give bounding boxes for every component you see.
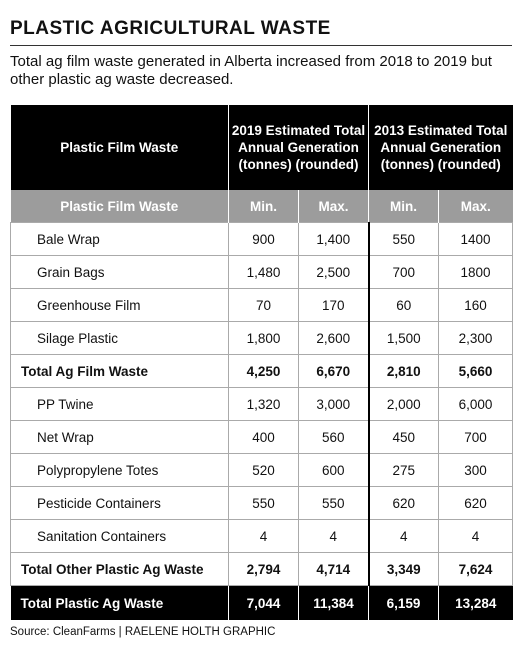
- item-row: Polypropylene Totes 520 600 275 300: [10, 453, 514, 487]
- subheader-row: Plastic Film Waste Min. Max. Min. Max.: [10, 190, 513, 223]
- row-label: Grain Bags: [10, 255, 229, 289]
- cell: 600: [297, 453, 370, 487]
- cell: 2,500: [297, 255, 370, 289]
- row-label: PP Twine: [10, 387, 229, 421]
- cell: 7,624: [438, 552, 514, 586]
- cell: 620: [438, 486, 514, 520]
- cell: 450: [367, 420, 440, 454]
- subheader-cell: Min.: [368, 190, 439, 223]
- cell: 1800: [438, 255, 514, 289]
- cell: 900: [228, 222, 299, 256]
- cell: 1,320: [228, 387, 299, 421]
- cell: 620: [367, 486, 440, 520]
- column-header: 2013 Estimated Total Annual Generation (…: [368, 105, 513, 190]
- header-row: Plastic Film Waste 2019 Estimated Total …: [10, 105, 513, 190]
- cell: 4: [367, 519, 440, 553]
- cell: 13,284: [438, 585, 513, 620]
- subheader-cell: Plastic Film Waste: [10, 190, 229, 223]
- cell: 3,349: [367, 552, 440, 586]
- cell: 1,500: [367, 321, 440, 355]
- total-row: Total Ag Film Waste 4,250 6,670 2,810 5,660: [10, 354, 514, 388]
- row-label: Total Other Plastic Ag Waste: [10, 552, 229, 586]
- subheader-cell: Max.: [297, 190, 369, 223]
- cell: 3,000: [297, 387, 370, 421]
- cell: 700: [367, 255, 440, 289]
- column-header: Plastic Film Waste: [10, 105, 229, 190]
- cell: 170: [297, 288, 370, 322]
- cell: 4,250: [228, 354, 299, 388]
- cell: 160: [438, 288, 514, 322]
- item-row: PP Twine 1,320 3,000 2,000 6,000: [10, 387, 514, 421]
- row-label: Sanitation Containers: [10, 519, 229, 553]
- cell: 4: [228, 519, 299, 553]
- column-header: 2019 Estimated Total Annual Generation (…: [227, 105, 369, 190]
- cell: 275: [367, 453, 440, 487]
- subtitle: Total ag film waste generated in Alberta…: [10, 53, 492, 88]
- title-rule: [10, 45, 512, 46]
- cell: 4: [297, 519, 370, 553]
- cell: 300: [438, 453, 514, 487]
- cell: 60: [367, 288, 440, 322]
- row-label: Greenhouse Film: [10, 288, 229, 322]
- cell: 560: [297, 420, 370, 454]
- cell: 2,794: [228, 552, 299, 586]
- item-row: Greenhouse Film 70 170 60 160: [10, 288, 514, 322]
- cell: 4: [438, 519, 514, 553]
- grand-total-row: Total Plastic Ag Waste 7,044 11,384 6,159 13…: [10, 585, 513, 620]
- subheader-cell: Max.: [438, 190, 513, 223]
- table-body: Bale Wrap 900 1,400 550 1400 Grain Bags 1,480 2…: [10, 222, 514, 620]
- cell: 550: [367, 222, 440, 256]
- row-label: Silage Plastic: [10, 321, 229, 355]
- waste-table: Plastic Film Waste 2019 Estimated Total …: [10, 105, 514, 620]
- cell: 7,044: [228, 585, 299, 620]
- row-label: Bale Wrap: [10, 222, 229, 256]
- cell: 6,000: [438, 387, 514, 421]
- cell: 11,384: [297, 585, 369, 620]
- row-label: Total Ag Film Waste: [10, 354, 229, 388]
- cell: 2,300: [438, 321, 514, 355]
- cell: 1400: [438, 222, 514, 256]
- cell: 520: [228, 453, 299, 487]
- row-label: Net Wrap: [10, 420, 229, 454]
- cell: 700: [438, 420, 514, 454]
- cell: 400: [228, 420, 299, 454]
- cell: 4,714: [297, 552, 370, 586]
- table-head: Plastic Film Waste 2019 Estimated Total …: [10, 105, 513, 223]
- item-row: Pesticide Containers 550 550 620 620: [10, 486, 514, 520]
- cell: 2,810: [367, 354, 440, 388]
- title: PLASTIC AGRICULTURAL WASTE: [10, 18, 331, 39]
- subheader-cell: Min.: [228, 190, 299, 223]
- item-row: Bale Wrap 900 1,400 550 1400: [10, 222, 514, 256]
- item-row: Net Wrap 400 560 450 700: [10, 420, 514, 454]
- row-label: Total Plastic Ag Waste: [10, 585, 229, 620]
- source: Source: CleanFarms | RAELENE HOLTH GRAPH…: [10, 626, 276, 638]
- cell: 550: [297, 486, 370, 520]
- cell: 2,600: [297, 321, 370, 355]
- cell: 1,400: [297, 222, 370, 256]
- cell: 70: [228, 288, 299, 322]
- item-row: Silage Plastic 1,800 2,600 1,500 2,300: [10, 321, 514, 355]
- row-label: Pesticide Containers: [10, 486, 229, 520]
- cell: 6,670: [297, 354, 370, 388]
- row-label: Polypropylene Totes: [10, 453, 229, 487]
- cell: 5,660: [438, 354, 514, 388]
- item-row: Grain Bags 1,480 2,500 700 1800: [10, 255, 514, 289]
- cell: 1,480: [228, 255, 299, 289]
- item-row: Sanitation Containers 4 4 4 4: [10, 519, 514, 553]
- cell: 1,800: [228, 321, 299, 355]
- total-row: Total Other Plastic Ag Waste 2,794 4,714 3,…: [10, 552, 514, 586]
- cell: 550: [228, 486, 299, 520]
- cell: 2,000: [367, 387, 440, 421]
- cell: 6,159: [368, 585, 439, 620]
